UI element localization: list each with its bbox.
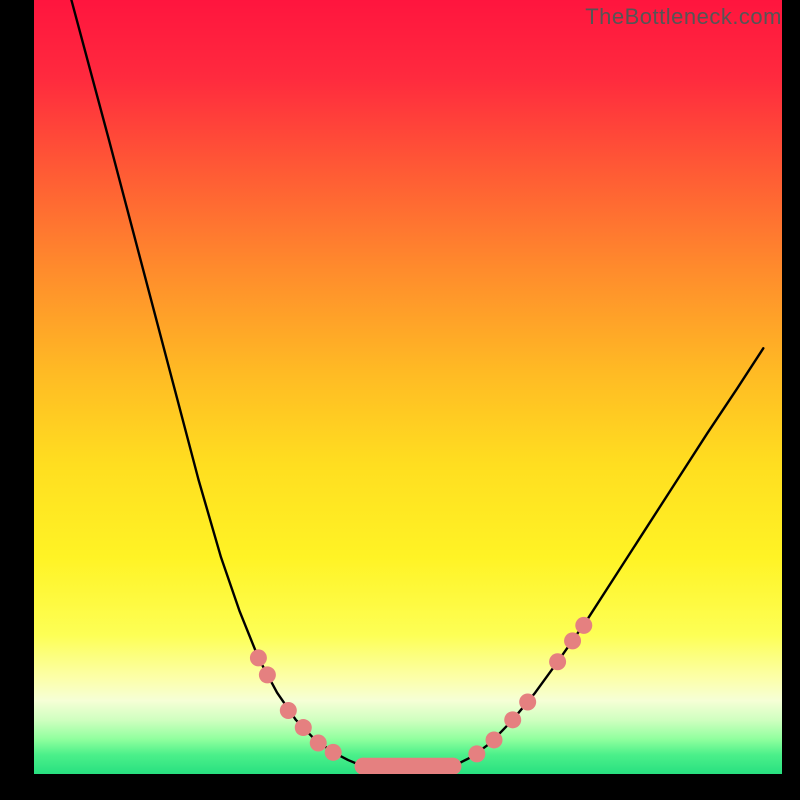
curve-marker: [549, 653, 566, 670]
curve-marker: [575, 617, 592, 634]
curve-marker: [519, 694, 536, 711]
curve-marker: [325, 744, 342, 761]
curve-marker: [355, 758, 372, 774]
curve-marker: [295, 719, 312, 736]
curve-marker: [504, 711, 521, 728]
curve-marker: [564, 632, 581, 649]
curve-marker: [486, 731, 503, 748]
curve-marker: [280, 702, 297, 719]
curve-marker: [259, 666, 276, 683]
curve-marker: [444, 758, 461, 774]
chart-plot-area: [34, 0, 782, 774]
curve-marker: [250, 649, 267, 666]
chart-overlay-svg: [34, 0, 782, 774]
curve-marker: [310, 735, 327, 752]
bottleneck-curve: [71, 0, 763, 773]
watermark-text: TheBottleneck.com: [585, 4, 782, 30]
curve-marker: [468, 745, 485, 762]
